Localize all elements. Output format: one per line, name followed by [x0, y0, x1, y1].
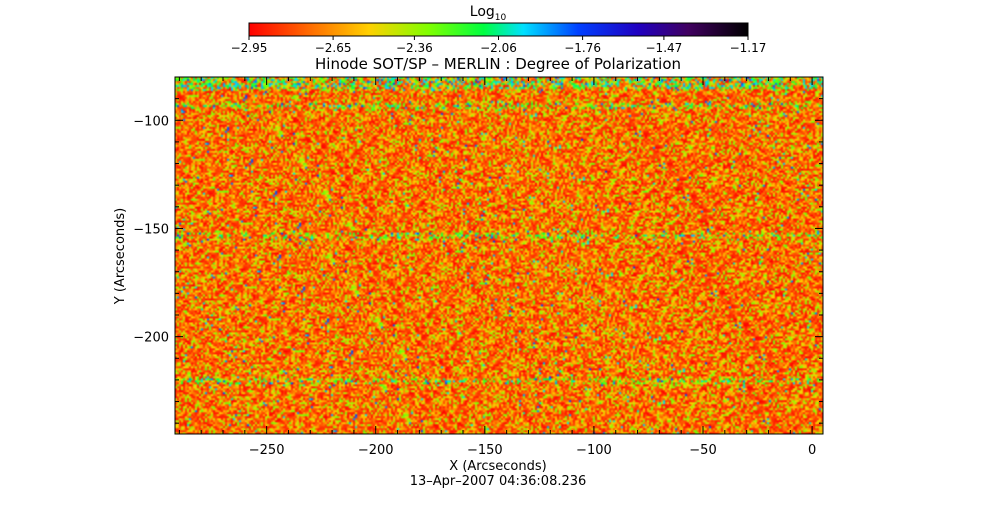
colorbar-tick-label: −1.17: [730, 41, 767, 55]
y-tick-label: −150: [133, 222, 169, 237]
x-axis: −250 −200 −150 −100 −50 0: [178, 77, 816, 458]
heatmap: [175, 77, 823, 434]
x-tick-label: −250: [249, 443, 285, 458]
x-tick-label: −50: [689, 443, 716, 458]
y-axis: −100 −150 −200: [133, 76, 823, 424]
chart-title: Hinode SOT/SP – MERLIN : Degree of Polar…: [315, 55, 681, 73]
colorbar-label: Log10: [470, 4, 507, 23]
y-axis-label: Y (Arcseconds): [113, 208, 128, 305]
x-tick-label: 0: [808, 443, 816, 458]
colorbar-tick-label: −1.76: [564, 41, 601, 55]
x-tick-label: −150: [467, 443, 503, 458]
colorbar-tick-label: −2.06: [480, 41, 517, 55]
y-tick-label: −100: [133, 114, 169, 129]
x-axis-label: X (Arcseconds): [449, 459, 546, 474]
colorbar: Log10 −2.95 −2.65 −2.36 −2.06 −1.76 −1.47 −1.1…: [231, 4, 767, 55]
y-tick-label: −200: [133, 331, 169, 346]
colorbar-tick-label: −2.65: [315, 41, 352, 55]
colorbar-gradient: [248, 22, 749, 37]
heatmap-image: [175, 77, 823, 434]
plot-frame: [174, 76, 824, 435]
colorbar-tick-label: −2.36: [396, 41, 433, 55]
x-tick-label: −200: [358, 443, 394, 458]
x-tick-label: −100: [576, 443, 612, 458]
colorbar-tick-label: −2.95: [231, 41, 268, 55]
colorbar-ticks: −2.95 −2.65 −2.36 −2.06 −1.76 −1.47 −1.17: [231, 36, 767, 55]
colorbar-tick-label: −1.47: [646, 41, 683, 55]
timestamp: 13–Apr–2007 04:36:08.236: [410, 474, 587, 489]
